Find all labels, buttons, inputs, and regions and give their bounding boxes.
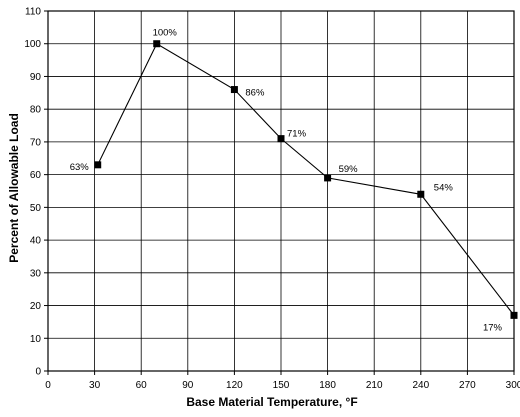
x-tick-label: 210: [366, 380, 383, 391]
x-tick-label: 0: [45, 380, 51, 391]
data-label: 100%: [153, 28, 178, 39]
y-tick-label: 60: [30, 170, 42, 181]
data-labels: 63% 100% 86% 71% 59% 54% 17%: [70, 28, 503, 334]
y-tick-label: 70: [30, 137, 42, 148]
plot-frame: [47, 10, 515, 372]
y-tick-label: 10: [30, 334, 42, 345]
data-point: [324, 174, 332, 182]
x-tick-label: 30: [89, 380, 101, 391]
tick-labels: 0 30 60 90 120 150 180 210 240 270 300 0 10 20 30 40 50 6…: [24, 7, 520, 392]
data-point: [510, 311, 518, 319]
x-tick-label: 300: [506, 380, 520, 391]
data-label: 59%: [339, 164, 359, 175]
data-label: 17%: [483, 322, 503, 333]
x-tick-label: 150: [273, 380, 290, 391]
y-axis-title: Percent of Allowable Load: [7, 113, 21, 263]
x-tick-label: 270: [459, 380, 476, 391]
y-tick-label: 30: [30, 268, 42, 279]
series-line: [97, 42, 515, 316]
y-tick-label: 90: [30, 72, 42, 83]
y-tick-label: 80: [30, 105, 42, 116]
y-tick-label: 40: [30, 236, 42, 247]
x-tick-label: 60: [136, 380, 148, 391]
y-tick-label: 20: [30, 301, 42, 312]
data-label: 86%: [245, 88, 265, 99]
data-point: [277, 135, 285, 143]
data-point: [417, 190, 425, 198]
x-tick-label: 240: [412, 380, 429, 391]
y-tick-label: 0: [35, 367, 41, 378]
data-label: 54%: [434, 182, 454, 193]
y-tick-label: 110: [25, 7, 41, 18]
x-axis-title: Base Material Temperature, °F: [186, 395, 357, 409]
data-point: [153, 40, 161, 48]
x-tick-label: 180: [319, 380, 336, 391]
axes: [44, 10, 515, 375]
data-point: [94, 161, 102, 169]
y-tick-label: 50: [30, 203, 42, 214]
data-point: [230, 86, 238, 94]
y-tick-label: 100: [24, 39, 41, 50]
x-tick-label: 120: [226, 380, 243, 391]
x-tick-label: 90: [182, 380, 194, 391]
series: [94, 40, 518, 319]
data-label: 71%: [287, 129, 307, 140]
data-label: 63%: [70, 162, 90, 173]
